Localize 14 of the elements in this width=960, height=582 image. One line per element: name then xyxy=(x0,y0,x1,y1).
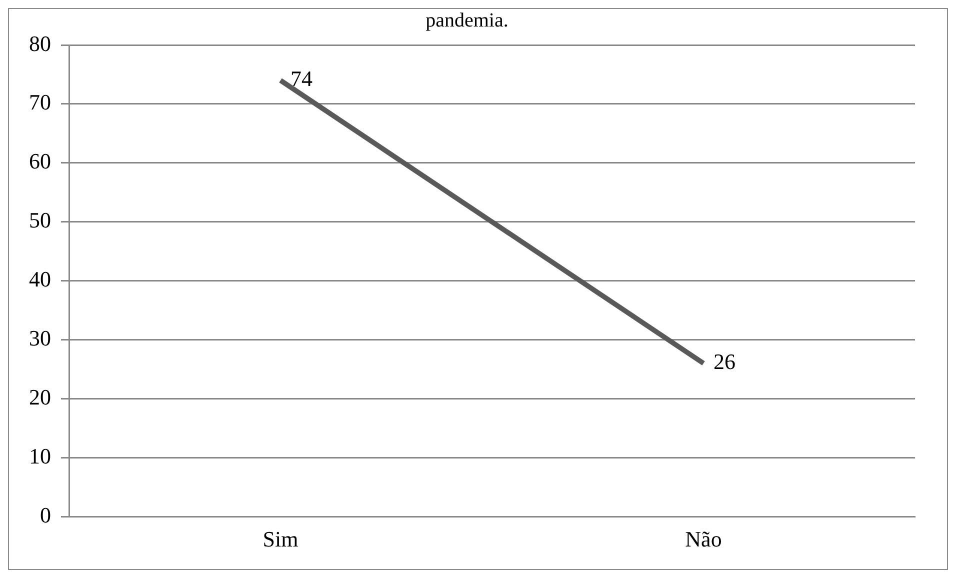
y-tick-label: 0 xyxy=(40,502,51,528)
data-label: 74 xyxy=(290,66,312,92)
y-tick-label: 80 xyxy=(29,30,51,56)
y-tick-label: 60 xyxy=(29,148,51,174)
x-tick-label: Não xyxy=(685,526,722,552)
y-tick-label: 70 xyxy=(29,90,51,115)
y-tick-label: 40 xyxy=(29,266,51,292)
y-tick-label: 30 xyxy=(29,326,51,351)
chart-title: pandemia. xyxy=(426,9,508,32)
y-tick-label: 50 xyxy=(29,208,51,233)
y-tick-label: 20 xyxy=(29,384,51,410)
x-tick-label: Sim xyxy=(262,526,298,552)
data-label: 26 xyxy=(714,349,736,374)
y-tick-label: 10 xyxy=(29,443,51,468)
